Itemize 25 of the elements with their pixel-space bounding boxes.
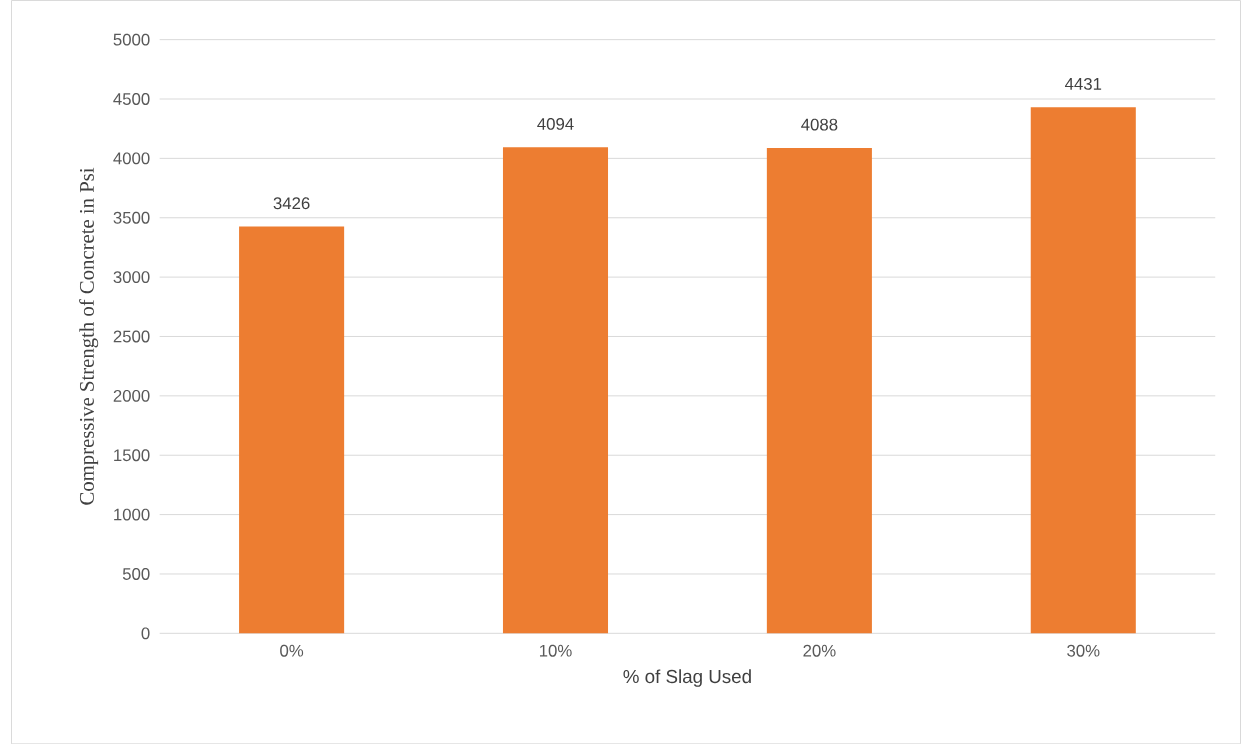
bar <box>502 147 609 634</box>
bar <box>1030 107 1136 634</box>
y-tick-label: 5000 <box>113 33 150 46</box>
x-tick-label: 0% <box>280 644 304 657</box>
x-axis-title: % of Slag Used <box>623 669 751 687</box>
y-tick-label: 2000 <box>113 389 150 402</box>
y-tick-label: 1500 <box>114 449 150 461</box>
y-tick-label: 500 <box>122 567 150 580</box>
y-tick-label: 4500 <box>113 92 150 105</box>
y-tick-label: 0 <box>141 627 150 640</box>
data-label: 4431 <box>1064 77 1102 90</box>
y-tick-label: 1000 <box>114 508 150 521</box>
x-tick-label: 20% <box>803 644 836 657</box>
x-tick-label: 10% <box>539 644 572 657</box>
y-tick-label: 3000 <box>113 271 150 283</box>
data-label: 4094 <box>537 117 574 130</box>
bar <box>239 226 345 634</box>
x-tick-label: 30% <box>1067 644 1100 657</box>
bar <box>766 147 872 634</box>
y-axis-title: Compressive Strength of Concrete in Psi <box>79 167 99 505</box>
y-tick-label: 3500 <box>113 211 150 224</box>
y-tick-label: 2500 <box>113 330 150 343</box>
y-tick-label: 4000 <box>113 152 150 165</box>
data-label: 4088 <box>801 118 838 131</box>
data-label: 3426 <box>273 197 310 209</box>
